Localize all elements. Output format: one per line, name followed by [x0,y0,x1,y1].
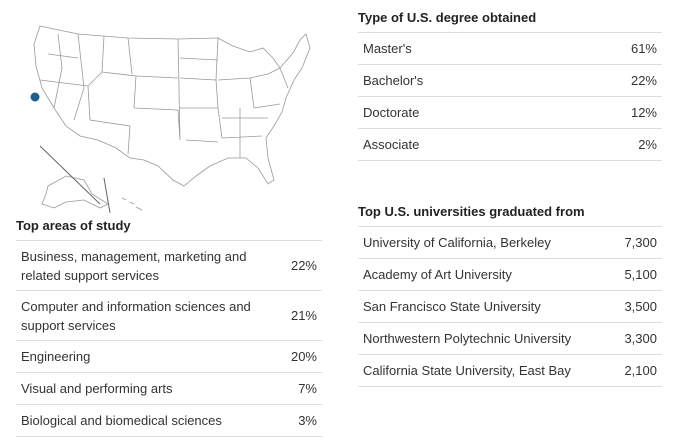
row-label: Computer and information sciences and su… [21,298,251,333]
table-rows: University of California, Berkeley 7,300 A… [358,226,662,387]
table-title: Type of U.S. degree obtained [358,10,537,25]
location-dot [30,92,40,102]
table-title: Top U.S. universities graduated from [358,204,585,219]
table-row: Bachelor's 22% [358,65,662,97]
table-rows: Business, management, marketing and rela… [16,240,322,437]
row-value: 61% [630,41,657,56]
row-label: University of California, Berkeley [363,235,551,250]
row-label: Biological and biomedical sciences [21,413,222,428]
row-label: Master's [363,41,412,56]
row-label: San Francisco State University [363,299,541,314]
row-label: Academy of Art University [363,267,512,282]
row-value: 22% [290,258,317,273]
table-row: Visual and performing arts 7% [16,373,322,405]
table-row: University of California, Berkeley 7,300 [358,227,662,259]
row-value: 3,300 [624,331,657,346]
row-value: 20% [290,349,317,364]
row-label: Associate [363,137,420,152]
table-row: San Francisco State University 3,500 [358,291,662,323]
state-borders [39,33,289,158]
row-label: Visual and performing arts [21,381,173,396]
row-value: 2% [638,137,657,152]
table-row: Master's 61% [358,33,662,65]
university-panel: Top U.S. universities graduated from Univ… [358,204,662,387]
row-value: 12% [630,105,657,120]
inset-divider [39,145,101,205]
study-panel: Top areas of study Business, management, … [16,218,322,437]
degree-panel: Type of U.S. degree obtained Master's 61% B… [358,10,662,161]
table-rows: Master's 61% Bachelor's 22% Doctorate 12% Asso… [358,32,662,161]
row-value: 21% [290,308,317,323]
row-value: 3,500 [624,299,657,314]
row-label: Engineering [21,349,91,364]
table-title: Top areas of study [16,218,131,233]
map-shapes [33,25,311,211]
table-row: California State University, East Bay 2,1… [358,355,662,387]
row-label: Doctorate [363,105,420,120]
row-value: 3% [298,413,317,428]
table-row: Northwestern Polytechnic University 3,300 [358,323,662,355]
hawaii [121,197,143,211]
table-row: Business, management, marketing and rela… [16,241,322,291]
table-row: Computer and information sciences and su… [16,291,322,341]
inset-divider [103,177,111,213]
row-label: Business, management, marketing and rela… [21,248,247,283]
row-value: 5,100 [624,267,657,282]
table-row: Biological and biomedical sciences 3% [16,405,322,437]
row-label: Bachelor's [363,73,424,88]
continental-outline [33,25,311,187]
row-label: Northwestern Polytechnic University [363,331,572,346]
table-row: Doctorate 12% [358,97,662,129]
row-value: 7% [298,381,317,396]
us-map [30,25,311,213]
row-value: 7,300 [624,235,657,250]
table-row: Academy of Art University 5,100 [358,259,662,291]
alaska [41,175,109,209]
table-row: Engineering 20% [16,341,322,373]
table-row: Associate 2% [358,129,662,161]
row-value: 22% [630,73,657,88]
row-label: California State University, East Bay [363,363,571,378]
row-value: 2,100 [624,363,657,378]
